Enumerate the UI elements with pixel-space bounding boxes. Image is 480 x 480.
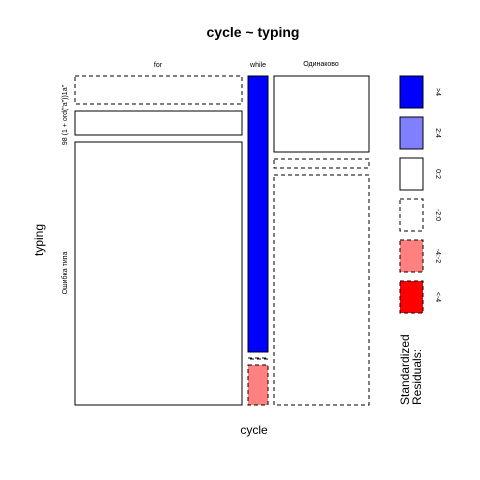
legend-key xyxy=(400,281,423,313)
legend: >42:40:2-2:0-4:-2<-4 Standardized Residu… xyxy=(398,76,441,405)
y-tick-label: 98 (1 + ord("a"))1a" xyxy=(62,84,69,145)
mosaic-cell xyxy=(75,76,242,104)
legend-label: 0:2 xyxy=(434,169,441,179)
mosaic-cell xyxy=(274,76,369,152)
legend-key xyxy=(400,199,423,231)
y-axis-label: typing xyxy=(32,224,46,256)
y-tick-labels: 98 (1 + ord("a"))1a" Ошибка типа xyxy=(61,84,69,294)
mosaic-cell xyxy=(248,76,268,352)
chart-title: cycle ~ typing xyxy=(207,24,300,40)
legend-key xyxy=(400,117,423,149)
mosaic-cell xyxy=(248,365,268,405)
legend-key xyxy=(400,158,423,190)
mosaic-cell xyxy=(274,175,369,405)
x-tick-label: Одинаково xyxy=(303,61,339,68)
mosaic-cell xyxy=(274,159,369,168)
legend-label: 2:4 xyxy=(434,128,441,138)
mosaic-cell xyxy=(248,358,268,359)
legend-label: >4 xyxy=(434,88,441,96)
mosaic-cell xyxy=(75,142,242,405)
legend-label: -4:-2 xyxy=(434,249,441,264)
x-axis-label: cycle xyxy=(240,423,268,437)
legend-title-line2: Residuals: xyxy=(410,349,424,405)
mosaic-cell xyxy=(75,111,242,135)
legend-label: -2:0 xyxy=(434,209,441,221)
x-tick-label: for xyxy=(154,62,163,69)
x-tick-labels: for while Одинаково xyxy=(154,61,339,69)
legend-key xyxy=(400,240,423,272)
legend-key xyxy=(400,76,423,108)
x-tick-label: while xyxy=(249,62,266,69)
legend-label: <-4 xyxy=(434,292,441,302)
mosaic-cells xyxy=(75,76,369,405)
y-tick-label: Ошибка типа xyxy=(61,251,69,294)
